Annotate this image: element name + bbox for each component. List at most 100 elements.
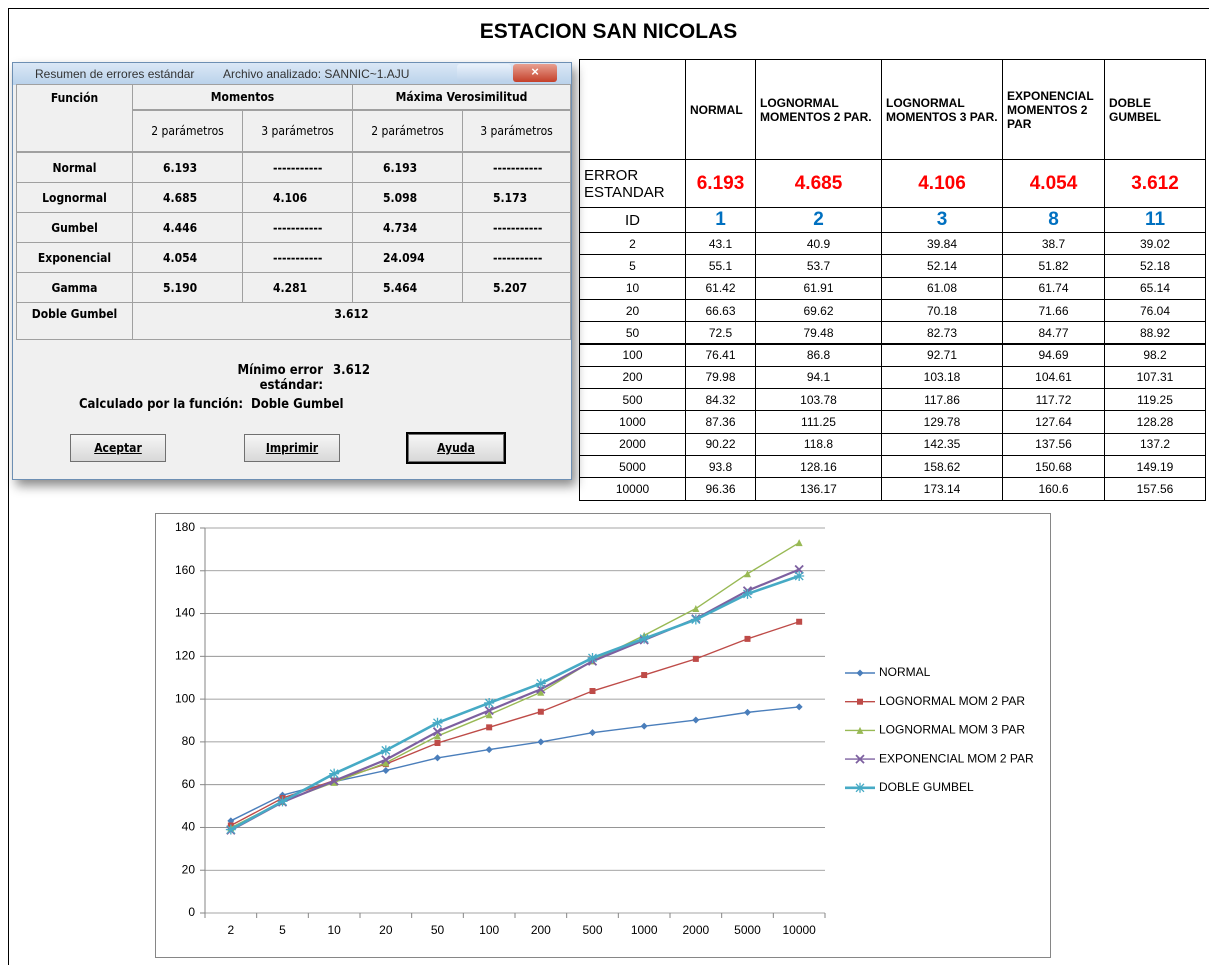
table-cell: 52.18 bbox=[1104, 254, 1206, 278]
y-tick-label: 140 bbox=[175, 606, 195, 620]
value-cell: 5.464 bbox=[352, 272, 463, 303]
value-cell: 6.193 bbox=[132, 152, 243, 183]
sub-header: 3 parámetros bbox=[462, 110, 571, 152]
point bbox=[794, 564, 804, 575]
y-tick-label: 20 bbox=[182, 862, 196, 876]
point bbox=[692, 716, 700, 724]
value-cell: ----------- bbox=[462, 212, 571, 243]
x-tick-label: 10 bbox=[327, 923, 341, 937]
point bbox=[744, 635, 751, 642]
x-tick-label: 2 bbox=[227, 923, 234, 937]
y-tick-label: 160 bbox=[175, 563, 195, 577]
function-value: Doble Gumbel bbox=[251, 397, 344, 412]
x-tick-label: 500 bbox=[582, 923, 602, 937]
value-cell: 4.054 bbox=[132, 242, 243, 273]
table-cell: 2000 bbox=[579, 432, 686, 456]
table-cell: 2 bbox=[579, 232, 686, 256]
point bbox=[330, 778, 338, 786]
x-tick-label: 200 bbox=[531, 923, 551, 937]
point bbox=[432, 717, 443, 728]
y-tick-label: 100 bbox=[175, 691, 195, 705]
table-cell: 50 bbox=[579, 321, 686, 345]
table-cell: 157.56 bbox=[1104, 477, 1206, 501]
table-cell: 76.41 bbox=[685, 343, 756, 367]
table-cell: 61.74 bbox=[1002, 276, 1105, 300]
y-tick-label: 180 bbox=[175, 520, 195, 534]
table-cell: 142.35 bbox=[881, 432, 1003, 456]
value-cell: 5.098 bbox=[352, 182, 463, 213]
column-header: Máxima Verosimilitud bbox=[352, 84, 571, 110]
point bbox=[639, 633, 650, 644]
table-cell: 10000 bbox=[579, 477, 686, 501]
point bbox=[589, 688, 596, 695]
value-cell: 4.685 bbox=[132, 182, 243, 213]
table-cell: 65.14 bbox=[1104, 276, 1206, 300]
column-header: Función bbox=[16, 84, 133, 152]
legend-marker bbox=[856, 726, 864, 734]
point bbox=[535, 678, 546, 689]
table-cell: 111.25 bbox=[755, 410, 882, 434]
point bbox=[537, 738, 545, 746]
min-value: 3.612 bbox=[333, 363, 370, 378]
row-label: ERROR ESTANDAR bbox=[579, 159, 686, 208]
point bbox=[485, 746, 493, 754]
point bbox=[485, 711, 493, 719]
table-cell: 118.8 bbox=[755, 432, 882, 456]
value-cell: 4.106 bbox=[242, 182, 353, 213]
point bbox=[486, 724, 493, 731]
row-label: Gumbel bbox=[16, 212, 133, 243]
point bbox=[587, 652, 598, 663]
table-cell: 55.1 bbox=[685, 254, 756, 278]
table-cell: 100 bbox=[579, 343, 686, 367]
y-tick-label: 40 bbox=[182, 820, 196, 834]
chart-border bbox=[155, 513, 1051, 958]
point bbox=[329, 768, 340, 779]
table-cell: 43.1 bbox=[685, 232, 756, 256]
table-cell: 76.04 bbox=[1104, 298, 1206, 323]
point bbox=[589, 729, 596, 737]
table-cell: 88.92 bbox=[1104, 321, 1206, 345]
point bbox=[795, 703, 803, 711]
dialog-button[interactable]: Aceptar bbox=[70, 434, 166, 462]
legend-marker bbox=[855, 782, 865, 793]
table-cell: 84.77 bbox=[1002, 321, 1105, 345]
table-cell: 107.31 bbox=[1104, 365, 1206, 390]
x-tick-label: 5 bbox=[279, 923, 286, 937]
table-cell: 127.64 bbox=[1002, 410, 1105, 434]
error-cell: 4.054 bbox=[1002, 159, 1105, 208]
table-cell: 98.2 bbox=[1104, 343, 1206, 367]
error-cell: 4.106 bbox=[881, 159, 1003, 208]
legend-label: NORMAL bbox=[879, 665, 931, 679]
dialog-button[interactable]: Imprimir bbox=[244, 434, 340, 462]
point bbox=[434, 740, 441, 747]
point bbox=[537, 688, 545, 696]
min-label: Mínimo error estándar: bbox=[237, 363, 323, 393]
minimize-button[interactable] bbox=[457, 64, 511, 82]
point bbox=[796, 618, 803, 625]
page-title: ESTACION SAN NICOLAS bbox=[479, 20, 738, 43]
point bbox=[690, 614, 701, 625]
point bbox=[277, 796, 288, 807]
error-cell: 6.193 bbox=[685, 159, 756, 208]
value-cell: 4.734 bbox=[352, 212, 463, 243]
table-cell: 128.28 bbox=[1104, 410, 1206, 434]
table-cell: 84.32 bbox=[685, 388, 756, 412]
value-cell: ----------- bbox=[242, 242, 353, 273]
corner-cell bbox=[579, 59, 686, 160]
x-tick-label: 10000 bbox=[782, 923, 816, 937]
table-cell: 104.61 bbox=[1002, 365, 1105, 390]
dialog-button[interactable]: Ayuda bbox=[406, 432, 506, 464]
point bbox=[640, 722, 648, 730]
table-cell: 52.14 bbox=[881, 254, 1003, 278]
close-button[interactable]: × bbox=[513, 64, 557, 82]
title-bar bbox=[13, 63, 571, 85]
point bbox=[484, 697, 495, 708]
x-tick-label: 20 bbox=[379, 923, 393, 937]
column-header: LOGNORMAL MOMENTOS 2 PAR. bbox=[755, 59, 882, 160]
table-cell: 61.91 bbox=[755, 276, 882, 300]
table-cell: 20 bbox=[579, 298, 686, 323]
legend-label: LOGNORMAL MOM 3 PAR bbox=[879, 723, 1025, 737]
table-cell: 72.5 bbox=[685, 321, 756, 345]
y-tick-label: 120 bbox=[175, 649, 195, 663]
sub-header: 2 parámetros bbox=[352, 110, 463, 152]
